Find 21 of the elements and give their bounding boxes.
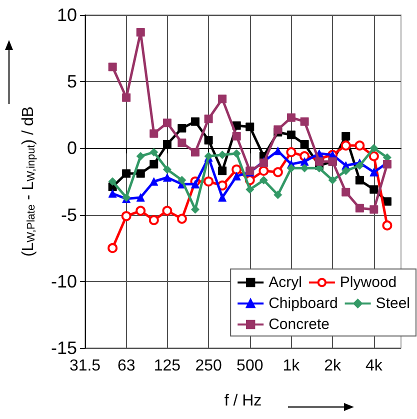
y-tick-label: 0	[66, 138, 77, 158]
legend-label: Plywood	[340, 274, 397, 291]
x-tick-label: 125	[154, 358, 181, 374]
x-tick-label: 2k	[324, 358, 342, 374]
y-tick-label: 5	[66, 72, 77, 92]
y-tick-label: -15	[50, 338, 77, 358]
legend-label: Acryl	[268, 274, 302, 291]
x-axis-title: f / Hz	[224, 392, 262, 410]
y-axis-title: (LW,Plate - LW,input) / dB	[20, 106, 38, 257]
x-tick-label: 500	[236, 358, 264, 374]
y-tick-label: -10	[50, 271, 77, 292]
x-tick-label: 63	[117, 358, 136, 374]
x-tick-label: 31.5	[69, 358, 101, 374]
y-tick-label: -5	[60, 204, 77, 225]
legend-label: Chipboard	[268, 295, 338, 312]
x-tick-label: 250	[195, 358, 222, 374]
legend-label: Concrete	[268, 316, 330, 333]
y-tick-label: 10	[56, 5, 77, 25]
legend-label: Steel	[376, 295, 410, 312]
x-tick-label: 1k	[282, 358, 301, 374]
x-tick-label: 4k	[365, 358, 384, 374]
